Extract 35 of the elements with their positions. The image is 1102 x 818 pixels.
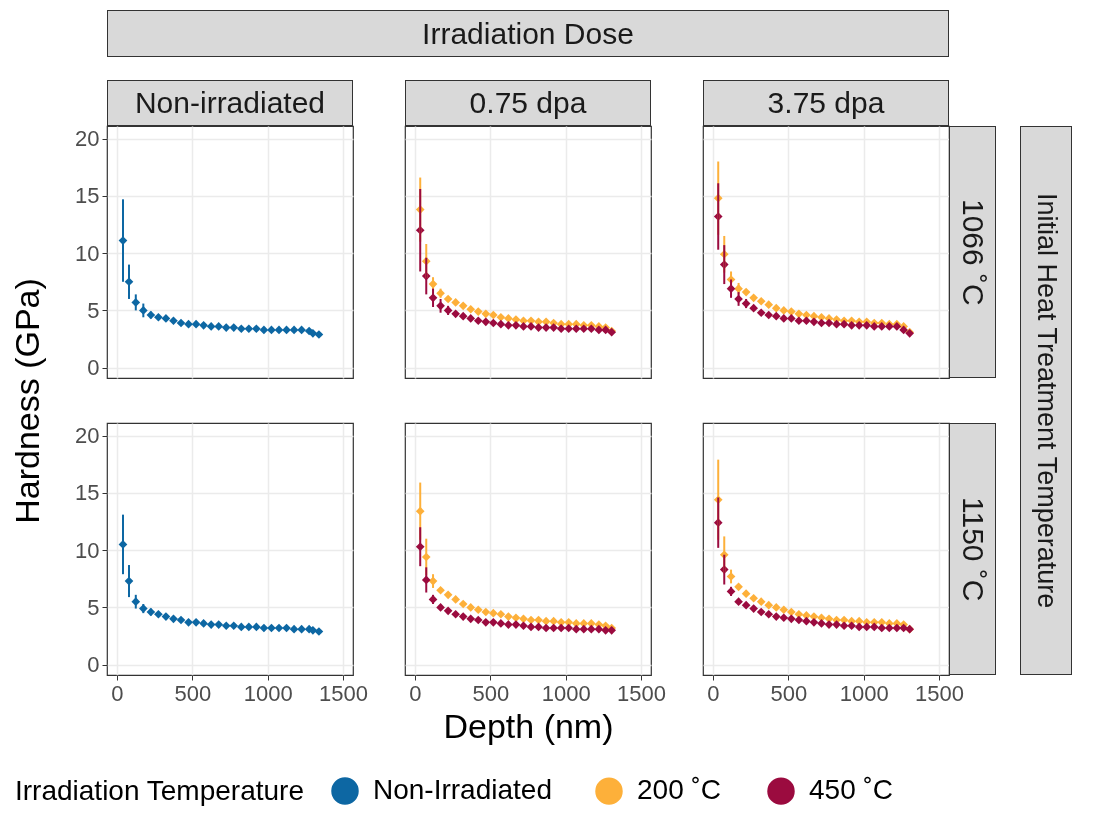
x-axis-title: Depth (nm) xyxy=(443,706,614,745)
legend-title: Irradiation Temperature xyxy=(15,775,304,806)
x-tick-label: 1000 xyxy=(541,680,591,706)
y-tick-label: 10 xyxy=(75,537,100,563)
y-tick-label: 15 xyxy=(75,480,100,506)
y-tick-label: 0 xyxy=(87,652,100,678)
y-tick-label: 20 xyxy=(75,126,100,152)
text: Irradiation Dose xyxy=(422,16,634,51)
x-tick-label: 1000 xyxy=(243,680,293,706)
x-tick-label: 1500 xyxy=(915,680,965,706)
legend-label: Non-Irradiated xyxy=(373,774,552,805)
x-tick-label: 1500 xyxy=(617,680,667,706)
chart-title: Non-irradiated xyxy=(134,86,326,120)
legend-label: 200 ˚C xyxy=(637,774,722,806)
y-tick-label: 15 xyxy=(75,183,100,209)
text: Initial Heat Treatment Temperature xyxy=(1030,192,1062,609)
x-tick-label: 1500 xyxy=(319,680,369,706)
y-tick-label: 5 xyxy=(87,594,100,620)
y-tick-label: 0 xyxy=(87,355,100,381)
chart-title: 3.75 dpa xyxy=(767,86,885,120)
x-tick-label: 500 xyxy=(174,680,212,706)
x-tick-label: 1000 xyxy=(839,680,889,706)
chart-title: 0.75 dpa xyxy=(469,86,587,120)
y-tick-label: 10 xyxy=(75,240,100,266)
x-tick-label: 500 xyxy=(472,680,510,706)
y2-axis-title: 1066 ˚C xyxy=(955,198,990,306)
y-tick-label: 5 xyxy=(87,297,100,323)
legend-label: 450 ˚C xyxy=(809,774,894,806)
y-axis-title: Hardness (GPa) xyxy=(7,278,46,524)
y2-axis-title: 1150 ˚C xyxy=(955,496,990,602)
x-tick-label: 500 xyxy=(770,680,808,706)
x-tick-label: 0 xyxy=(111,680,124,706)
x-tick-label: 0 xyxy=(409,680,422,706)
y-tick-label: 20 xyxy=(75,423,100,449)
x-tick-label: 0 xyxy=(707,680,720,706)
